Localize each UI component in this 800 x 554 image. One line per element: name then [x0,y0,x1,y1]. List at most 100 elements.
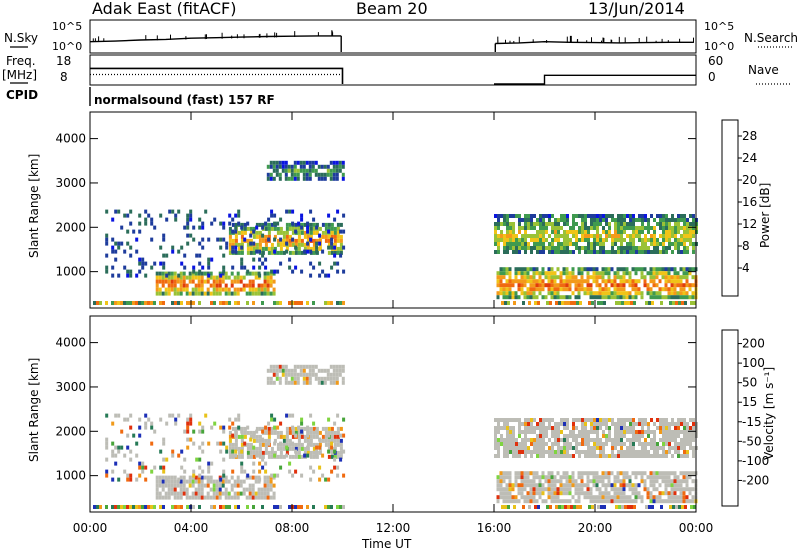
power-cell [649,267,653,272]
velocity-cell [632,454,635,458]
power-cell [532,295,536,300]
power-cell [339,234,343,239]
power-cell [506,230,509,234]
velocity-cell [162,437,166,442]
velocity-cell [651,505,654,509]
power-cell [634,295,638,300]
velocity-cell [258,469,262,474]
power-cell [646,287,650,292]
power-cell [279,226,283,231]
power-cell [497,250,500,254]
velocity-cell [640,471,644,476]
power-cell [294,229,298,234]
noise-right-tick-top: 10^5 [704,20,734,33]
power-cell [177,249,181,254]
velocity-cell [309,430,313,435]
velocity-cell [234,438,238,443]
velocity-cell [138,505,141,509]
power-cell [644,218,647,222]
power-cell [559,287,563,292]
velocity-cell [615,505,618,509]
power-cell [632,230,635,234]
velocity-cell [179,495,183,500]
power-cell [221,287,225,292]
power-cell [655,275,659,280]
velocity-cell [571,471,575,476]
power-cell [285,241,289,246]
power-cell [191,291,195,296]
power-cell [266,283,270,288]
velocity-cell [587,418,590,422]
velocity-cell [228,434,232,439]
velocity-cell [580,479,584,484]
power-cell [550,295,554,300]
power-cell [327,245,331,250]
power-cell [312,226,316,231]
velocity-cell [664,499,668,504]
power-cell [503,234,506,238]
power-cell [269,283,273,288]
power-cell [496,291,500,296]
velocity-cell [656,426,659,430]
power-cell [539,242,542,246]
velocity-cell [494,434,497,438]
power-cell [539,218,542,222]
power-cell [324,273,328,278]
power-cell [638,238,641,242]
power-cell [329,172,333,177]
power-cell [629,238,632,242]
power-cell [659,218,662,222]
velocity-cell [240,442,244,447]
velocity-cell [505,483,509,488]
velocity-cell [249,442,253,447]
power-cell [667,291,671,296]
power-cell [327,234,331,239]
power-cell [270,250,274,255]
power-cell [236,275,240,280]
velocity-cell [523,475,527,480]
power-cell [523,271,527,276]
power-cell [655,267,659,272]
velocity-cell [315,429,319,434]
velocity-cell [132,505,135,509]
power-cell [243,222,247,227]
power-cell [673,291,677,296]
power-cell [270,209,274,214]
velocity-cell [623,418,626,422]
velocity-cell [222,457,226,462]
velocity-cell [532,479,536,484]
velocity-cell [671,434,674,438]
power-cell [138,221,142,226]
power-cell [111,237,115,242]
velocity-cell [153,465,157,470]
power-cell [628,275,632,280]
power-cell [330,265,334,270]
power-cell [512,242,515,246]
velocity-cell [621,505,624,509]
power-cell [245,283,249,288]
velocity-cell [302,376,306,381]
velocity-cell [161,479,165,484]
velocity-cell [545,430,548,434]
velocity-cell [153,505,156,509]
velocity-cell [542,422,545,426]
velocity-cell [535,491,539,496]
power-cell [240,242,244,247]
power-cell [683,238,686,242]
velocity-cell [315,453,319,458]
velocity-cell [592,499,596,504]
power-cell [309,237,313,242]
power-cell [527,222,530,226]
power-cell [267,226,271,231]
velocity-cell [643,483,647,488]
velocity-cell [258,450,262,455]
velocity-cell [682,475,686,480]
velocity-cell [635,434,638,438]
velocity-cell [662,454,665,458]
velocity-cell [323,368,327,373]
velocity-cell [581,450,584,454]
velocity-cell [497,422,500,426]
velocity-cell [500,438,503,442]
velocity-cell [539,426,542,430]
power-cell [644,246,647,250]
